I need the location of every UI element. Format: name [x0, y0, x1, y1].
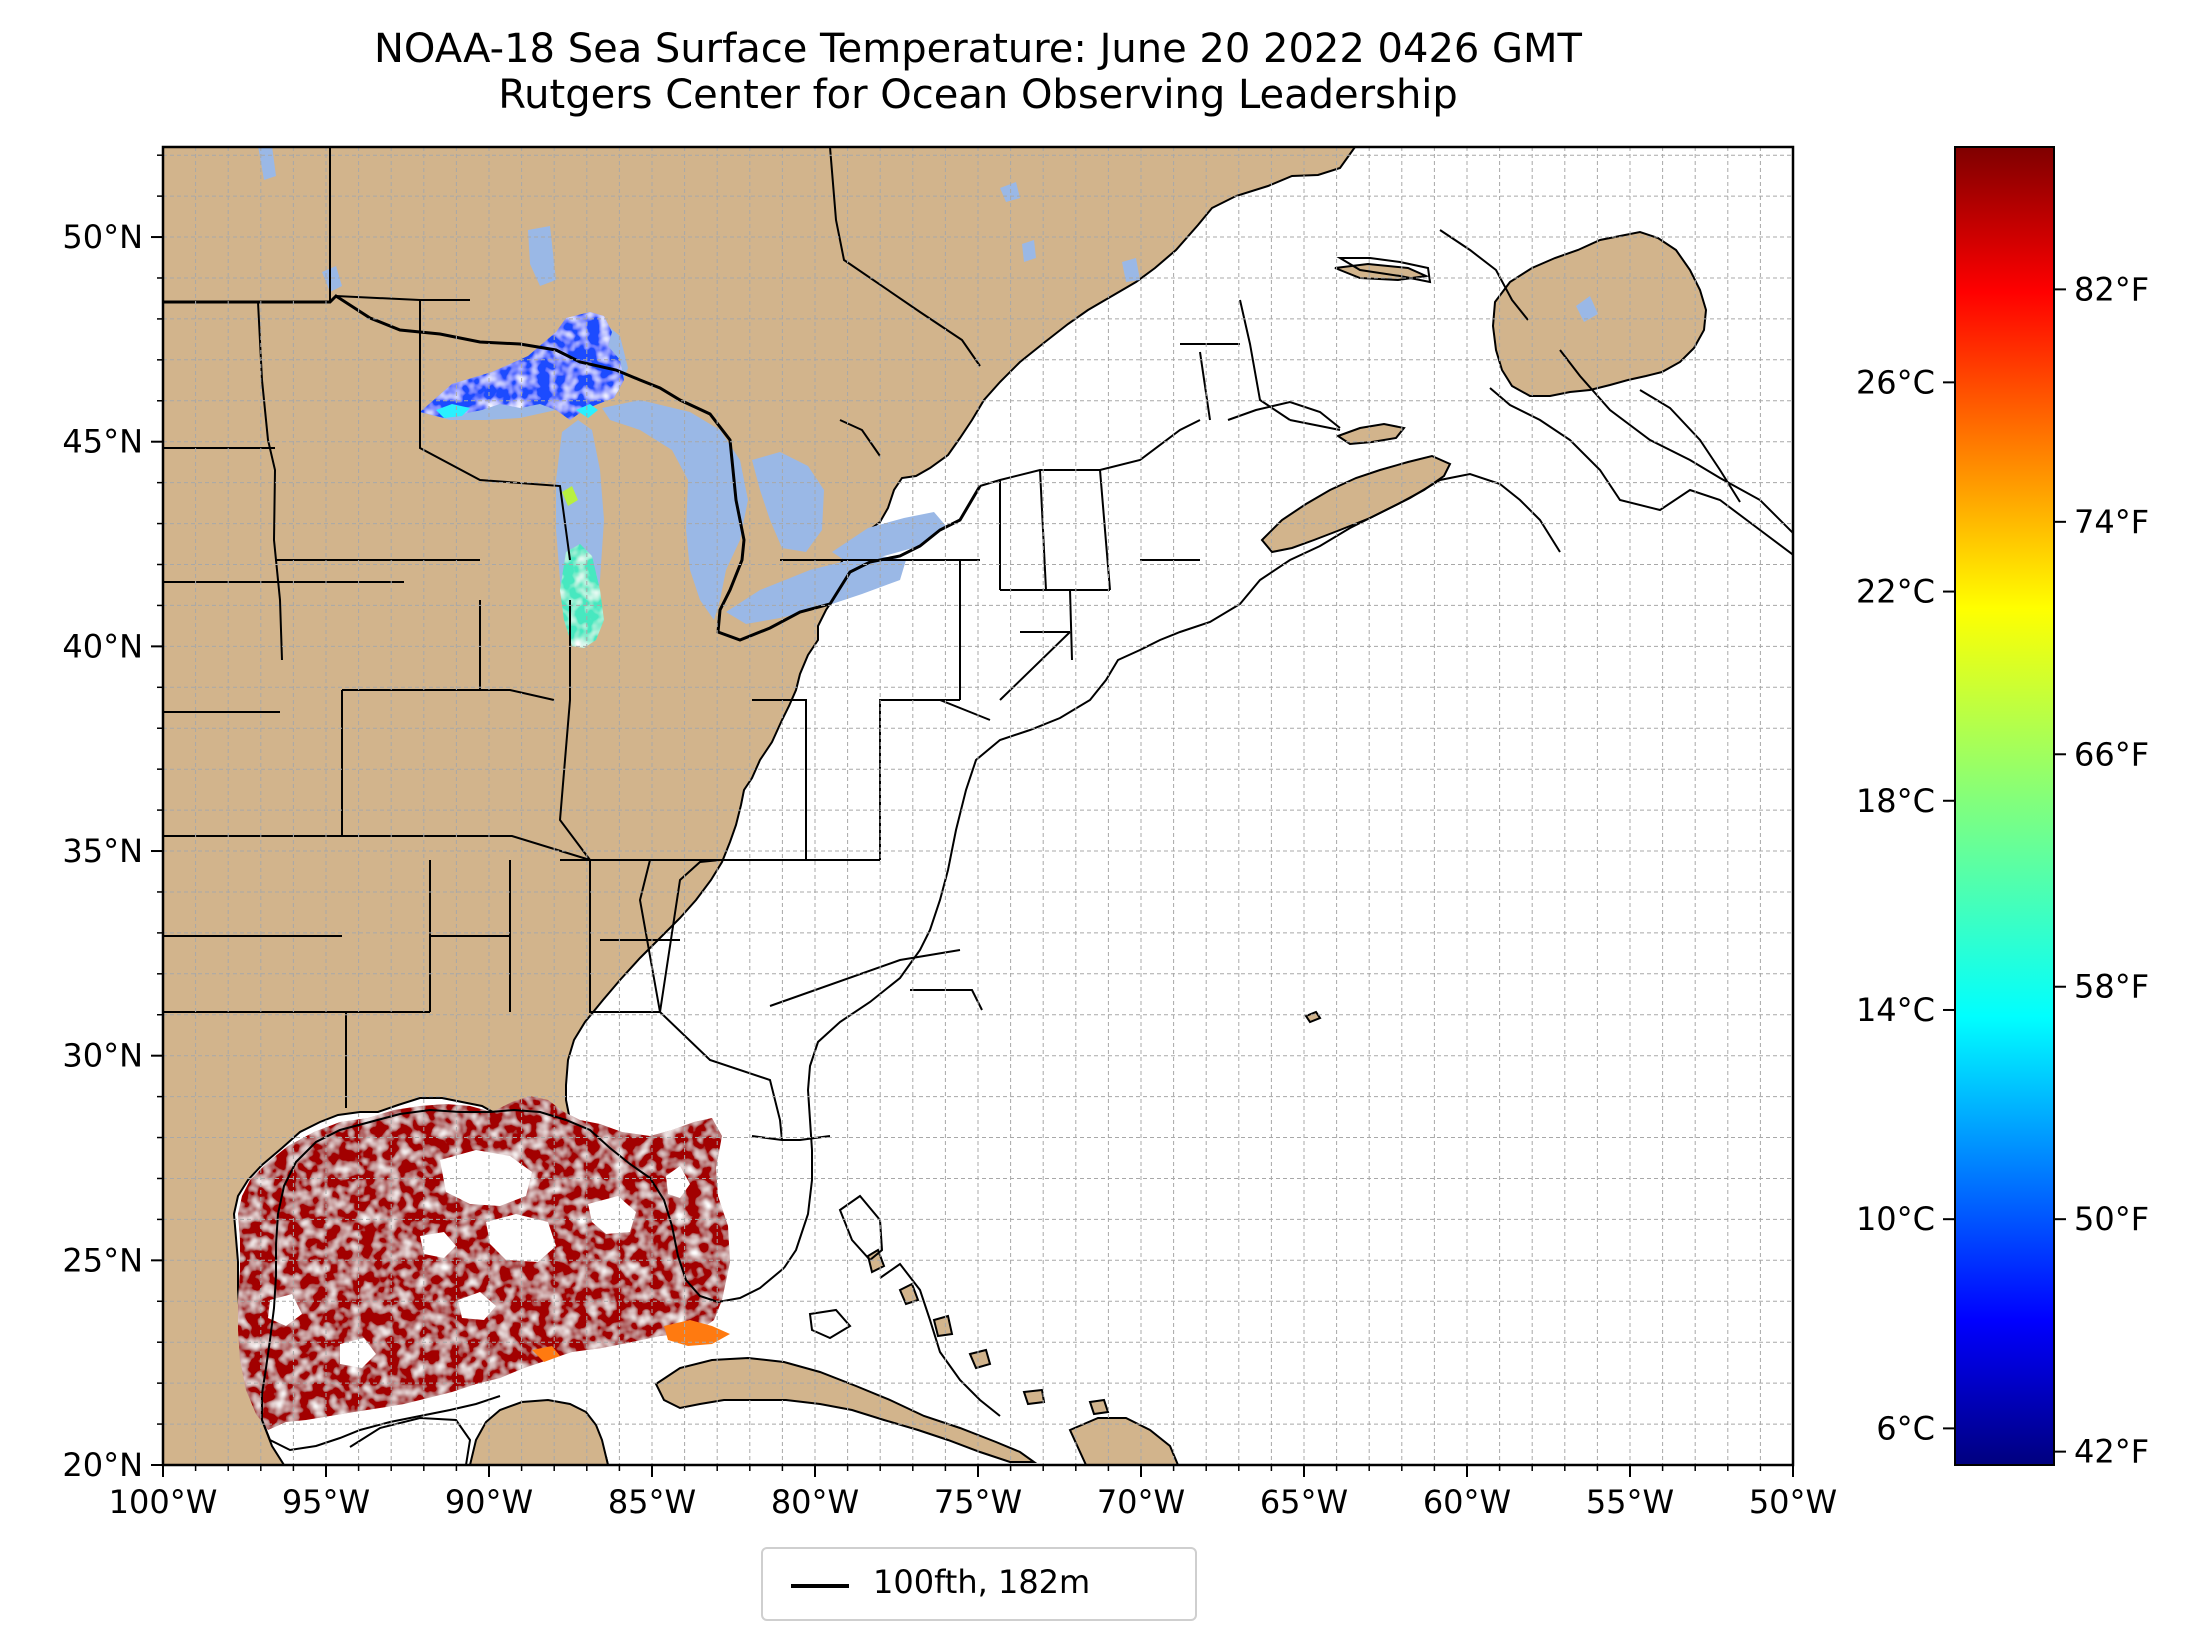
isobath-100fth — [261, 229, 1793, 1465]
x-tick-label: 95°W — [282, 1483, 370, 1521]
colorbar-fahrenheit-label: 82°F — [2074, 270, 2149, 308]
land-cuba — [654, 1356, 1038, 1463]
y-tick-label: 45°N — [62, 423, 143, 461]
colorbar-celsius-label: 6°C — [1876, 1409, 1935, 1447]
land-pei — [1335, 422, 1406, 446]
title-line-2: Rutgers Center for Ocean Observing Leade… — [498, 72, 1458, 118]
colorbar-fahrenheit-label: 74°F — [2074, 503, 2149, 541]
colorbar-celsius-axis: 6°C 10°C 14°C 18°C 22°C 26°C — [1856, 363, 1955, 1447]
title-line-1: NOAA-18 Sea Surface Temperature: June 20… — [373, 26, 1582, 72]
colorbar-fahrenheit-axis: 42°F 50°F 58°F 66°F 74°F 82°F — [2054, 270, 2149, 1471]
colorbar-fahrenheit-label: 42°F — [2074, 1433, 2149, 1471]
sst-lake-superior-warm-edge — [436, 404, 598, 418]
colorbar-fahrenheit-label: 66°F — [2074, 735, 2149, 773]
map-title: NOAA-18 Sea Surface Temperature: June 20… — [163, 26, 1793, 118]
international-boundaries — [163, 294, 982, 642]
colorbar-celsius-label: 18°C — [1856, 782, 1935, 820]
land-north-america — [163, 147, 1357, 1465]
y-tick-label: 25°N — [62, 1241, 143, 1279]
x-tick-label: 50°W — [1749, 1483, 1837, 1521]
land-hispaniola — [1068, 1417, 1180, 1465]
colorbar-celsius-label: 22°C — [1856, 573, 1935, 611]
land-bermuda — [1304, 1010, 1322, 1024]
sst-gulf-orange — [532, 1320, 730, 1362]
x-tick-label: 55°W — [1586, 1483, 1674, 1521]
sst-lake-michigan-north — [562, 486, 578, 506]
legend-label: 100fth, 182m — [873, 1563, 1091, 1601]
x-tick-label: 85°W — [608, 1483, 696, 1521]
colorbar-fahrenheit-label: 50°F — [2074, 1200, 2149, 1238]
land-newfoundland — [1491, 230, 1708, 397]
legend-line-swatch — [791, 1584, 849, 1588]
y-tick-label: 30°N — [62, 1037, 143, 1075]
colorbar-celsius-label: 14°C — [1856, 991, 1935, 1029]
x-tick-label: 70°W — [1097, 1483, 1185, 1521]
land-bahamas — [866, 1248, 1110, 1416]
colorbar-celsius-label: 26°C — [1856, 363, 1935, 401]
y-tick-label: 50°N — [62, 218, 143, 256]
colorbar-fahrenheit-label: 58°F — [2074, 968, 2149, 1006]
land-nova-scotia — [1260, 454, 1452, 554]
y-tick-label: 40°N — [62, 627, 143, 665]
y-tick-label: 35°N — [62, 832, 143, 870]
x-tick-label: 65°W — [1260, 1483, 1348, 1521]
y-tick-label: 20°N — [62, 1446, 143, 1484]
gridlines — [163, 147, 1793, 1465]
y-axis: 20°N 25°N 30°N 35°N 40°N 45°N 50°N — [62, 154, 163, 1484]
colorbar — [1954, 146, 2055, 1466]
colorbar-celsius-label: 10°C — [1856, 1200, 1935, 1238]
x-tick-label: 75°W — [934, 1483, 1022, 1521]
legend: 100fth, 182m — [761, 1547, 1197, 1621]
x-tick-label: 90°W — [445, 1483, 533, 1521]
land-yucatan-top — [468, 1398, 610, 1465]
x-tick-label: 80°W — [771, 1483, 859, 1521]
x-tick-label: 60°W — [1423, 1483, 1511, 1521]
x-axis: 100°W 95°W 90°W 85°W 80°W 75°W 70°W 65°W 60°W 55°… — [109, 1465, 1837, 1521]
x-tick-label: 100°W — [109, 1483, 218, 1521]
